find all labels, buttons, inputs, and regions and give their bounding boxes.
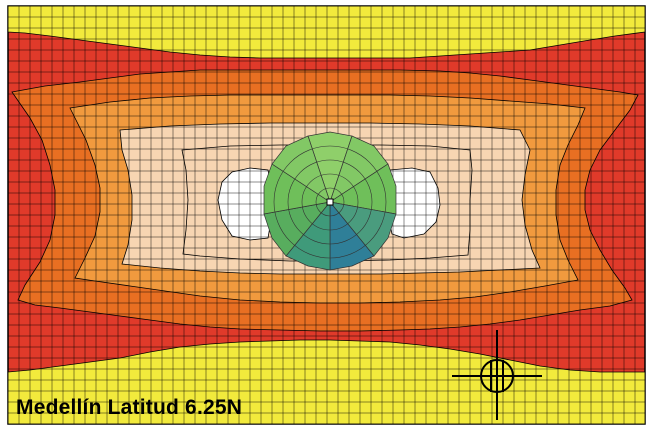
dome-ring-2: [287, 159, 373, 245]
dome-ring-3: [301, 173, 359, 231]
dome-polygon: [263, 131, 397, 271]
center-point-icon: [326, 198, 334, 206]
dome-ring-4: [315, 187, 345, 217]
location-caption: Medellín Latitud 6.25N: [16, 396, 243, 419]
dome-ring-1: [273, 145, 387, 259]
north-arrow-crosshair-icon: [452, 330, 542, 420]
dome-sector-9: [271, 135, 331, 203]
